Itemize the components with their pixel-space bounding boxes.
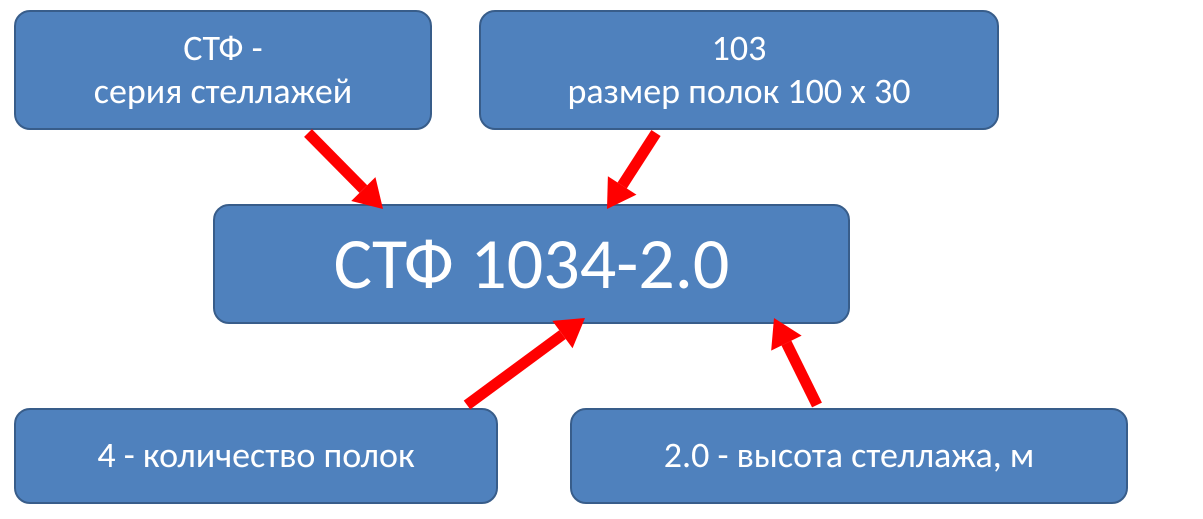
arrow-top-right-shaft [622,133,656,185]
annotation-box-series: СТФ - серия стеллажей [14,10,432,130]
center-code-text: СТФ 1034-2.0 [334,221,730,307]
annotation-text-height: 2.0 - высота стеллажа, м [664,434,1034,477]
diagram-stage: СТФ - серия стеллажей 103 размер полок 1… [0,0,1203,519]
center-code-box: СТФ 1034-2.0 [213,204,850,324]
annotation-text-shelves: 4 - количество полок [97,434,414,477]
annotation-text-size: 103 размер полок 100 х 30 [567,27,910,113]
annotation-box-height: 2.0 - высота стеллажа, м [570,408,1128,504]
arrow-bottom-right-shaft [786,343,817,405]
annotation-box-shelves: 4 - количество полок [14,408,498,504]
annotation-box-size: 103 размер полок 100 х 30 [479,10,999,130]
annotation-text-series: СТФ - серия стеллажей [94,27,353,113]
arrow-top-left-shaft [308,133,363,189]
arrow-bottom-left-shaft [467,335,562,405]
